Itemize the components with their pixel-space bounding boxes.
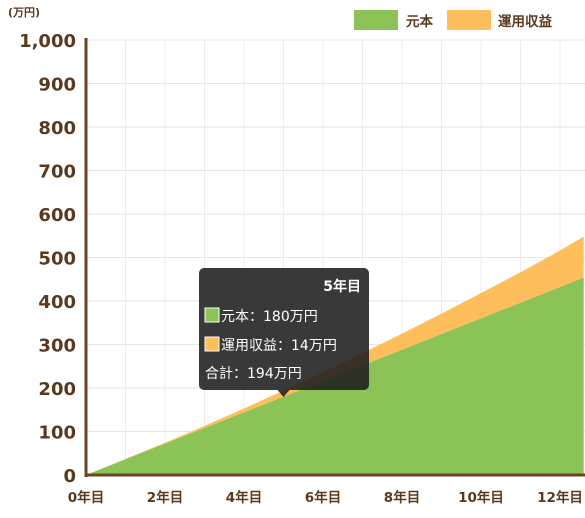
- axes: [84, 38, 585, 477]
- y-tick-label: 0: [63, 466, 76, 487]
- tooltip-swatch: [204, 336, 220, 352]
- y-tick-label: 200: [38, 379, 76, 400]
- tooltip-row: 元本：180万円: [221, 309, 318, 325]
- x-tick-label: 6年目: [305, 489, 341, 506]
- x-tick-label: 8年目: [384, 489, 420, 506]
- y-tick-label: 600: [38, 205, 76, 226]
- x-tick-label: 10年目: [458, 489, 504, 506]
- legend-swatch[interactable]: [354, 10, 398, 30]
- x-tick-label: 4年目: [226, 489, 262, 506]
- tooltip-pointer: [277, 390, 290, 397]
- tooltip-title: 5年目: [323, 278, 361, 295]
- legend-label[interactable]: 元本: [406, 13, 433, 30]
- legend-label[interactable]: 運用収益: [498, 13, 552, 30]
- y-tick-label: 800: [38, 118, 76, 139]
- series-areas: [86, 236, 584, 475]
- y-tick-label: 300: [38, 336, 76, 357]
- area-series-1: [86, 277, 584, 475]
- x-tick-labels: 0年目 2年目 4年目 6年目 8年目 10年目 12年目: [68, 489, 583, 506]
- tooltip-box: [199, 268, 369, 390]
- y-tick-labels: 0 100 200 300 400 500 600 700 800 900 1,000: [19, 31, 76, 487]
- tooltip-total: 合計：194万円: [205, 366, 302, 382]
- x-tick-label: 0年目: [68, 489, 104, 506]
- y-tick-label: 100: [38, 423, 76, 444]
- y-tick-label: 700: [38, 162, 76, 183]
- y-tick-label: 500: [38, 249, 76, 270]
- tooltip-row: 運用収益：14万円: [221, 338, 337, 354]
- y-tick-label: 900: [38, 75, 76, 96]
- tooltip-swatch: [204, 307, 220, 323]
- y-tick-label: 1,000: [19, 31, 76, 52]
- legend-swatch[interactable]: [447, 10, 491, 30]
- x-tick-label: 2年目: [147, 489, 183, 506]
- x-tick-label: 12年目: [537, 489, 583, 506]
- y-unit-label: (万円): [8, 6, 40, 19]
- legend[interactable]: 元本 運用収益: [354, 10, 552, 30]
- y-tick-label: 400: [38, 292, 76, 313]
